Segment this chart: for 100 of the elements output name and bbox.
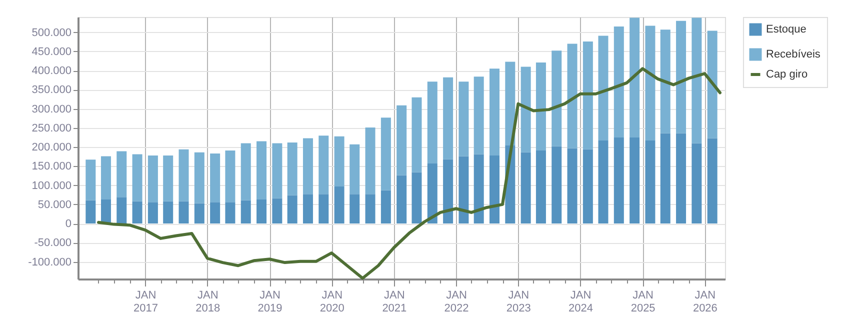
bar	[443, 77, 454, 160]
y-tick-label: 250.000	[32, 122, 72, 134]
bar	[272, 198, 282, 224]
bar	[458, 82, 469, 156]
bar	[412, 97, 422, 172]
bar	[490, 68, 500, 156]
bar	[365, 194, 376, 224]
bar	[396, 175, 407, 224]
bar	[520, 66, 531, 152]
bar	[380, 190, 391, 224]
bar	[225, 202, 236, 224]
bar	[614, 26, 624, 138]
line-series	[96, 67, 722, 280]
bar	[598, 140, 608, 224]
bar	[194, 152, 204, 204]
bar	[116, 151, 127, 198]
x-tick-label: JAN 2022	[444, 290, 469, 313]
bar	[552, 146, 562, 224]
bar	[148, 155, 158, 202]
x-tick-label: JAN 2023	[506, 290, 531, 313]
bar	[178, 149, 189, 202]
bar	[287, 195, 298, 224]
bar	[256, 141, 267, 200]
bar	[458, 156, 469, 224]
bar	[630, 18, 640, 138]
x-tick-label: JAN 2026	[692, 290, 718, 313]
bar	[302, 138, 313, 194]
x-tick-label: JAN 2018	[196, 290, 220, 313]
bar	[660, 30, 670, 134]
bar	[350, 144, 360, 194]
y-tick-label: 200.000	[32, 142, 72, 154]
bar	[474, 154, 484, 224]
y-tick-label: -50.000	[34, 237, 72, 250]
x-tick-label: JAN 2017	[134, 290, 158, 313]
y-tick-label: 150.000	[32, 160, 72, 173]
bar	[210, 154, 220, 202]
bar	[567, 148, 578, 224]
bar	[86, 200, 96, 224]
bar	[660, 133, 670, 224]
bar	[630, 137, 640, 224]
bar	[148, 202, 158, 224]
bar	[582, 149, 593, 224]
x-tick-label: JAN 2024	[568, 290, 594, 313]
bar	[272, 143, 282, 198]
bar	[116, 197, 127, 224]
bar	[318, 136, 329, 194]
bar	[365, 128, 376, 194]
bar	[178, 201, 189, 224]
bar	[334, 136, 344, 186]
legend-label: Recebíveis	[766, 48, 821, 60]
y-tick-label: 350.000	[32, 84, 72, 96]
legend-label: Estoque	[766, 24, 806, 36]
bar	[427, 163, 438, 224]
y-tick-label: 400.000	[32, 65, 72, 78]
bar	[100, 156, 111, 200]
bar	[225, 150, 236, 202]
y-tick-label: 300.000	[32, 103, 72, 116]
bar	[318, 194, 329, 224]
bar	[676, 20, 686, 134]
bar	[474, 76, 484, 154]
bar	[427, 82, 438, 164]
bar	[350, 194, 360, 224]
bar	[240, 200, 251, 224]
y-tick-label: 100.000	[32, 180, 72, 192]
y-tick-label: 0	[65, 218, 72, 230]
y-tick-label: -100.000	[28, 256, 72, 268]
bar	[692, 143, 702, 224]
bar	[645, 26, 656, 141]
bar	[132, 154, 142, 202]
bar	[582, 41, 593, 150]
bar	[567, 44, 578, 148]
y-tick-label: 500.000	[32, 26, 72, 39]
x-tick-label: JAN 2020	[320, 290, 344, 313]
legend-label: Cap giro	[766, 68, 808, 80]
bar	[505, 62, 516, 146]
bar	[598, 36, 608, 141]
bar	[380, 118, 391, 190]
y-tick-label: 50.000	[38, 198, 72, 211]
bar	[412, 172, 422, 224]
bar	[194, 203, 204, 224]
bar	[163, 201, 174, 224]
bar	[676, 133, 686, 224]
bar	[707, 30, 718, 138]
bar	[287, 142, 298, 196]
bar	[520, 152, 531, 224]
bar	[334, 186, 344, 224]
bar	[552, 50, 562, 146]
x-tick-label: JAN 2019	[258, 290, 282, 313]
x-tick-label: JAN 2025	[630, 290, 656, 313]
bar	[536, 150, 546, 224]
y-tick-label: 450.000	[32, 46, 72, 58]
bar	[240, 143, 251, 200]
bar	[490, 155, 500, 224]
x-tick-label: JAN 2021	[382, 290, 407, 313]
bar	[707, 138, 718, 224]
bar	[396, 105, 407, 176]
bar	[163, 155, 174, 202]
bar	[536, 62, 546, 150]
bar	[692, 18, 702, 144]
bar	[256, 199, 267, 224]
